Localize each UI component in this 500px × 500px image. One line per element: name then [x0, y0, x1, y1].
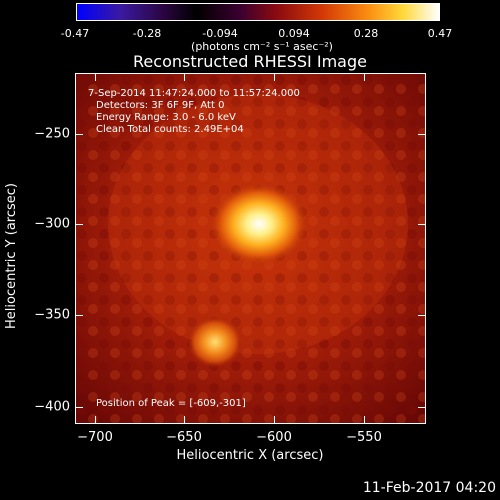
colorbar-tick: 0.28 — [353, 27, 379, 40]
x-tick-label: −700 — [77, 430, 113, 445]
y-tick-label: −400 — [34, 399, 70, 415]
plot-title: Reconstructed RHESSI Image — [133, 52, 367, 71]
footer-date: 11-Feb-2017 04:20 — [362, 480, 496, 496]
x-tickmark — [364, 73, 365, 81]
colorbar-tick: 0.094 — [278, 27, 310, 40]
image-plot[interactable]: 7-Sep-2014 11:47:24.000 to 11:57:24.000 … — [75, 73, 426, 424]
x-tickmark — [95, 73, 96, 81]
y-axis-label: Heliocentric Y (arcsec) — [4, 183, 19, 329]
colorbar-unit: (photons cm⁻² s⁻¹ asec⁻²) — [191, 40, 333, 53]
rhessi-image — [76, 74, 425, 423]
y-tick-label: −350 — [34, 307, 70, 323]
x-tickmark — [184, 73, 185, 81]
y-tickmark — [75, 315, 83, 316]
colorbar-tick: -0.28 — [132, 27, 162, 40]
secondary-source — [187, 316, 243, 368]
x-tick-label: −600 — [256, 430, 292, 445]
info-peak: Position of Peak = [-609,-301] — [96, 398, 246, 409]
info-clean: Clean Total counts: 2.49E+04 — [96, 124, 244, 135]
y-tickmark — [418, 224, 426, 225]
x-tickmark — [95, 416, 96, 424]
info-energy: Energy Range: 3.0 - 6.0 keV — [96, 112, 236, 123]
colorbar-tick: -0.094 — [202, 27, 238, 40]
y-tickmark — [75, 407, 83, 408]
colorbar-tick: -0.47 — [60, 27, 90, 40]
x-tickmark — [184, 416, 185, 424]
x-tick-label: −650 — [166, 430, 202, 445]
x-tickmark — [274, 73, 275, 81]
y-tick-label: −300 — [34, 216, 70, 232]
colorbar — [76, 3, 440, 21]
x-tickmark — [364, 416, 365, 424]
y-tickmark — [418, 134, 426, 135]
info-time: 7-Sep-2014 11:47:24.000 to 11:57:24.000 — [88, 88, 300, 99]
x-tick-label: −550 — [346, 430, 382, 445]
colorbar-tick: 0.47 — [427, 27, 453, 40]
info-detectors: Detectors: 3F 6F 9F, Att 0 — [96, 100, 225, 111]
x-tickmark — [274, 416, 275, 424]
y-tick-label: −250 — [34, 126, 70, 142]
primary-source — [209, 182, 309, 266]
y-tickmark — [75, 224, 83, 225]
y-tickmark — [75, 134, 83, 135]
x-axis-label: Heliocentric X (arcsec) — [176, 448, 324, 463]
y-tickmark — [418, 315, 426, 316]
y-tickmark — [418, 407, 426, 408]
